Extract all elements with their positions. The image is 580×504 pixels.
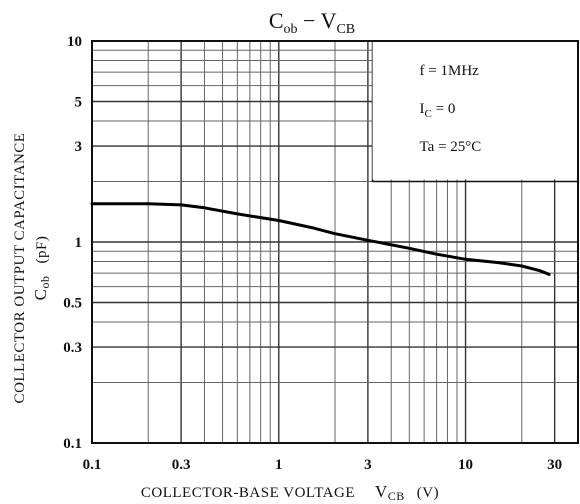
condition-note: Ta = 25°C bbox=[420, 139, 482, 155]
y-tick-label: 0.5 bbox=[63, 296, 82, 312]
x-tick-label: 3 bbox=[364, 457, 372, 473]
x-tick-labels: 0.1 0.3 1 3 10 30 bbox=[83, 457, 563, 473]
x-tick-label: 0.3 bbox=[172, 457, 191, 473]
condition-note: f = 1MHz bbox=[420, 63, 480, 79]
x-tick-label: 0.1 bbox=[83, 457, 102, 473]
y-tick-label: 10 bbox=[67, 34, 82, 50]
y-tick-labels: 10 5 3 1 0.5 0.3 0.1 bbox=[63, 34, 82, 452]
condition-box bbox=[372, 42, 577, 180]
x-tick-label: 10 bbox=[458, 457, 473, 473]
y-tick-label: 1 bbox=[75, 235, 83, 251]
plot-border bbox=[91, 40, 579, 444]
condition-notes: f = 1MHz IC = 0 Ta = 25°C bbox=[420, 63, 482, 155]
series-layer bbox=[90, 202, 551, 276]
x-tick-label: 30 bbox=[547, 457, 562, 473]
y-tick-label: 0.1 bbox=[63, 436, 82, 452]
chart-title: Cob − VCB bbox=[269, 8, 355, 37]
condition-note: IC = 0 bbox=[420, 101, 456, 120]
x-tick-label: 1 bbox=[275, 457, 283, 473]
y-tick-label: 0.3 bbox=[63, 340, 82, 356]
capacitance-curve bbox=[90, 202, 551, 276]
y-tick-label: 3 bbox=[75, 139, 83, 155]
y-axis-label: COLLECTOR OUTPUT CAPACITANCE bbox=[12, 133, 28, 404]
y-axis-unit-label: Cob(pF) bbox=[31, 236, 52, 301]
x-axis-label: COLLECTOR-BASE VOLTAGE VCB (V) bbox=[141, 482, 439, 503]
y-tick-label: 5 bbox=[75, 95, 83, 111]
